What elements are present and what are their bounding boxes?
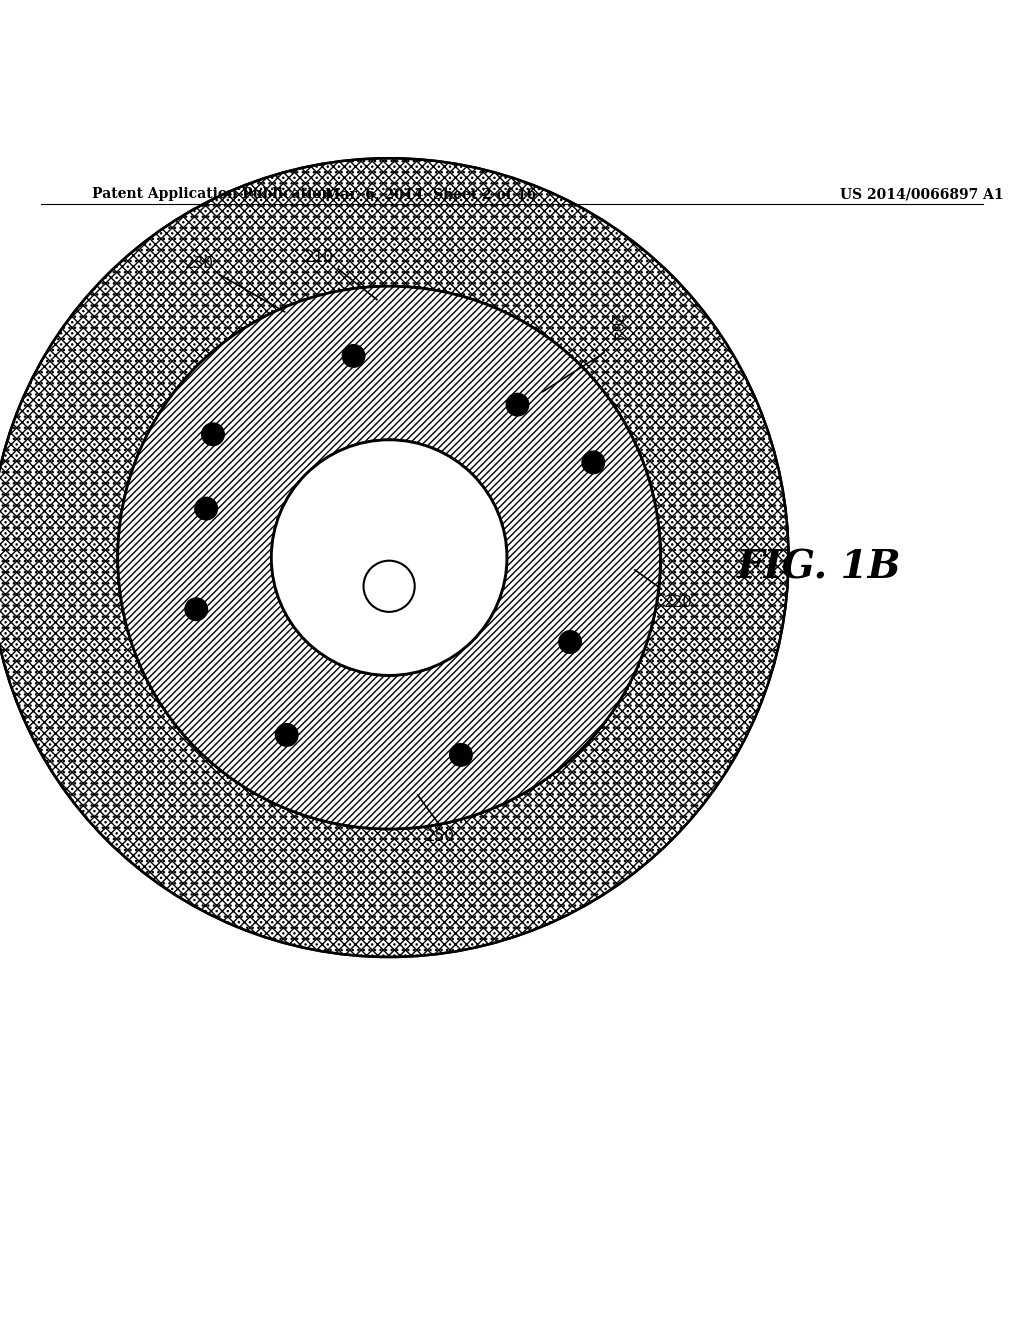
Circle shape <box>195 498 217 520</box>
Text: 220: 220 <box>664 595 692 610</box>
Circle shape <box>202 422 224 446</box>
Text: Patent Application Publication: Patent Application Publication <box>92 187 332 201</box>
Circle shape <box>275 723 298 746</box>
Circle shape <box>506 393 528 416</box>
Text: Mar. 6, 2014  Sheet 2 of 16: Mar. 6, 2014 Sheet 2 of 16 <box>325 187 536 201</box>
Circle shape <box>364 561 415 612</box>
Text: 210: 210 <box>305 249 334 265</box>
Circle shape <box>450 743 472 766</box>
Circle shape <box>342 345 365 367</box>
Circle shape <box>271 440 507 676</box>
Circle shape <box>582 451 604 474</box>
Circle shape <box>185 598 208 620</box>
Text: 204: 204 <box>607 314 622 343</box>
Text: 250: 250 <box>426 829 455 843</box>
Text: 230: 230 <box>185 256 214 271</box>
Text: US 2014/0066897 A1: US 2014/0066897 A1 <box>840 187 1004 201</box>
Text: FIG. 1B: FIG. 1B <box>737 549 901 587</box>
Circle shape <box>559 631 582 653</box>
